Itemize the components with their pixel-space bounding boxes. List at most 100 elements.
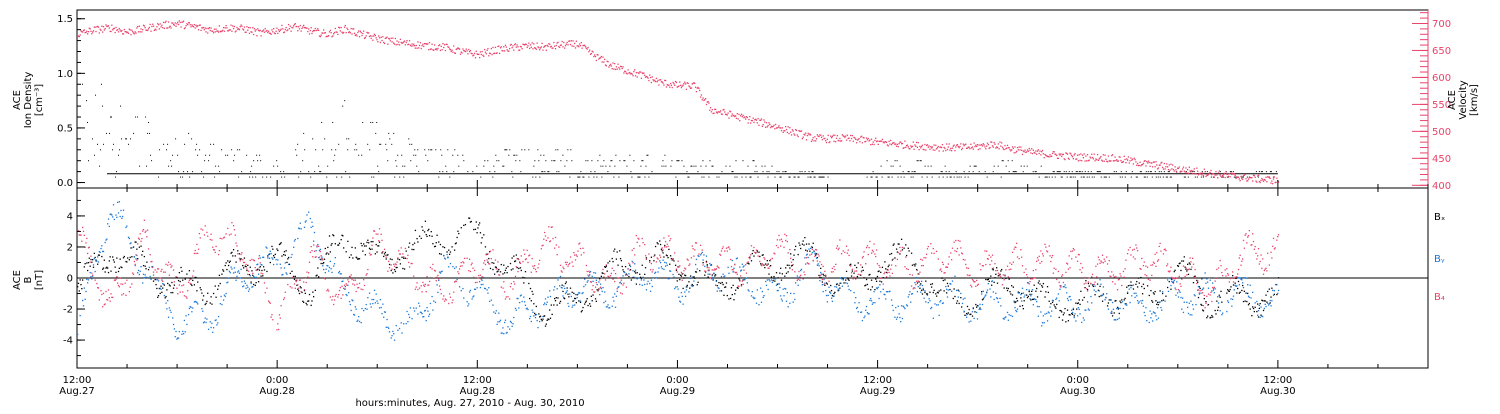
- b-point: [687, 286, 688, 287]
- b-point: [535, 317, 536, 318]
- b-point: [1234, 289, 1235, 290]
- density-point: [765, 166, 766, 167]
- b-point: [425, 310, 426, 311]
- b-point: [310, 252, 311, 253]
- b-point: [158, 280, 159, 281]
- b-point: [120, 283, 121, 284]
- b-point: [930, 284, 931, 285]
- b-point: [662, 247, 663, 248]
- b-point: [295, 239, 296, 240]
- b-point: [1187, 307, 1188, 308]
- density-point: [1125, 177, 1126, 178]
- b-point: [173, 288, 174, 289]
- velocity-point: [419, 45, 420, 46]
- b-point: [1270, 296, 1271, 297]
- velocity-point: [423, 46, 424, 47]
- b-point: [344, 285, 345, 286]
- b-point: [584, 278, 585, 279]
- b-point: [707, 264, 708, 265]
- b-point: [132, 272, 133, 273]
- b-point: [454, 268, 455, 269]
- b-point: [822, 284, 823, 285]
- b-point: [77, 334, 78, 335]
- velocity-point: [1252, 180, 1253, 181]
- b-point: [668, 249, 669, 250]
- b-point: [534, 313, 535, 314]
- velocity-point: [547, 46, 548, 47]
- b-point: [1198, 286, 1199, 287]
- b-point: [697, 268, 698, 269]
- density-point: [1152, 177, 1153, 178]
- b-point: [569, 263, 570, 264]
- density-point: [257, 160, 258, 161]
- b-point: [180, 281, 181, 282]
- b-point: [1081, 322, 1082, 323]
- velocity-point: [487, 48, 488, 49]
- velocity-point: [903, 147, 904, 148]
- velocity-point: [528, 43, 529, 44]
- b-point: [470, 290, 471, 291]
- velocity-point: [105, 24, 106, 25]
- velocity-point: [152, 24, 153, 25]
- b-point: [1089, 285, 1090, 286]
- density-point: [319, 171, 320, 172]
- velocity-point: [1020, 146, 1021, 147]
- b-point: [394, 269, 395, 270]
- b-point: [503, 265, 504, 266]
- velocity-point: [317, 28, 318, 29]
- b-point: [938, 290, 939, 291]
- velocity-point: [1168, 169, 1169, 170]
- b-point: [1264, 308, 1265, 309]
- b-point: [366, 304, 367, 305]
- b-point: [821, 277, 822, 278]
- b-point: [816, 258, 817, 259]
- b-point: [210, 234, 211, 235]
- density-point: [1203, 177, 1204, 178]
- b-point: [140, 271, 141, 272]
- velocity-point: [320, 36, 321, 37]
- b-point: [1158, 318, 1159, 319]
- b-point: [988, 283, 989, 284]
- b-point: [311, 250, 312, 251]
- density-point: [543, 155, 544, 156]
- b-point: [272, 259, 273, 260]
- b-point: [804, 237, 805, 238]
- velocity-point: [293, 25, 294, 26]
- b-point: [667, 255, 668, 256]
- b-point: [907, 305, 908, 306]
- b-point: [815, 253, 816, 254]
- b-point: [278, 329, 279, 330]
- velocity-point: [271, 29, 272, 30]
- b-point: [718, 288, 719, 289]
- velocity-point: [858, 138, 859, 139]
- velocity-point: [151, 26, 152, 27]
- b-point: [174, 328, 175, 329]
- velocity-point: [1019, 149, 1020, 150]
- b-point: [1074, 317, 1075, 318]
- b-point: [871, 280, 872, 281]
- b-point: [637, 272, 638, 273]
- b-point: [668, 235, 669, 236]
- b-point: [426, 236, 427, 237]
- b-point: [218, 316, 219, 317]
- velocity-point: [1077, 155, 1078, 156]
- velocity-point: [562, 46, 563, 47]
- velocity-point: [115, 27, 116, 28]
- b-point: [659, 240, 660, 241]
- b-point: [1205, 301, 1206, 302]
- b-point: [274, 257, 275, 258]
- velocity-point: [1071, 155, 1072, 156]
- b-point: [282, 274, 283, 275]
- b-point: [204, 234, 205, 235]
- b-point: [259, 255, 260, 256]
- b-point: [868, 313, 869, 314]
- b-point: [79, 290, 80, 291]
- density-point: [408, 138, 409, 139]
- velocity-point: [766, 122, 767, 123]
- b-point: [306, 271, 307, 272]
- b-point: [911, 253, 912, 254]
- b-point: [677, 271, 678, 272]
- b-point: [662, 268, 663, 269]
- velocity-point: [1018, 149, 1019, 150]
- b-point: [324, 259, 325, 260]
